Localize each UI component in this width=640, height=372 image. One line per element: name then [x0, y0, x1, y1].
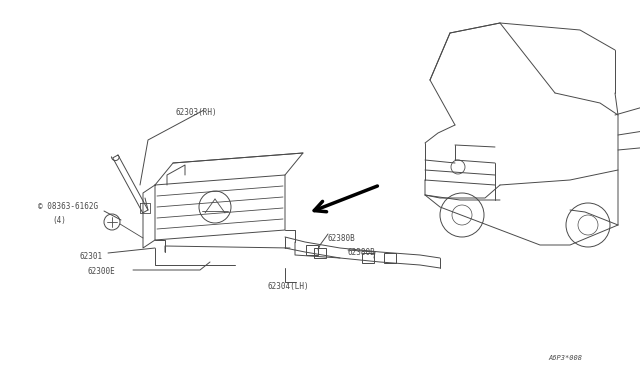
Text: 62304(LH): 62304(LH) [268, 282, 310, 291]
Bar [306, 245, 318, 255]
Text: 62300E: 62300E [88, 267, 116, 276]
Text: © 08363-6162G: © 08363-6162G [38, 202, 98, 211]
Text: (4): (4) [52, 216, 66, 225]
Text: 62380B: 62380B [328, 234, 356, 243]
Bar [384, 253, 396, 263]
Text: 62380B: 62380B [348, 248, 376, 257]
Text: A6P3*008: A6P3*008 [548, 355, 582, 361]
Text: 62303(RH): 62303(RH) [175, 108, 216, 117]
Bar [314, 248, 326, 258]
Bar [362, 253, 374, 263]
Text: 62301: 62301 [80, 252, 103, 261]
